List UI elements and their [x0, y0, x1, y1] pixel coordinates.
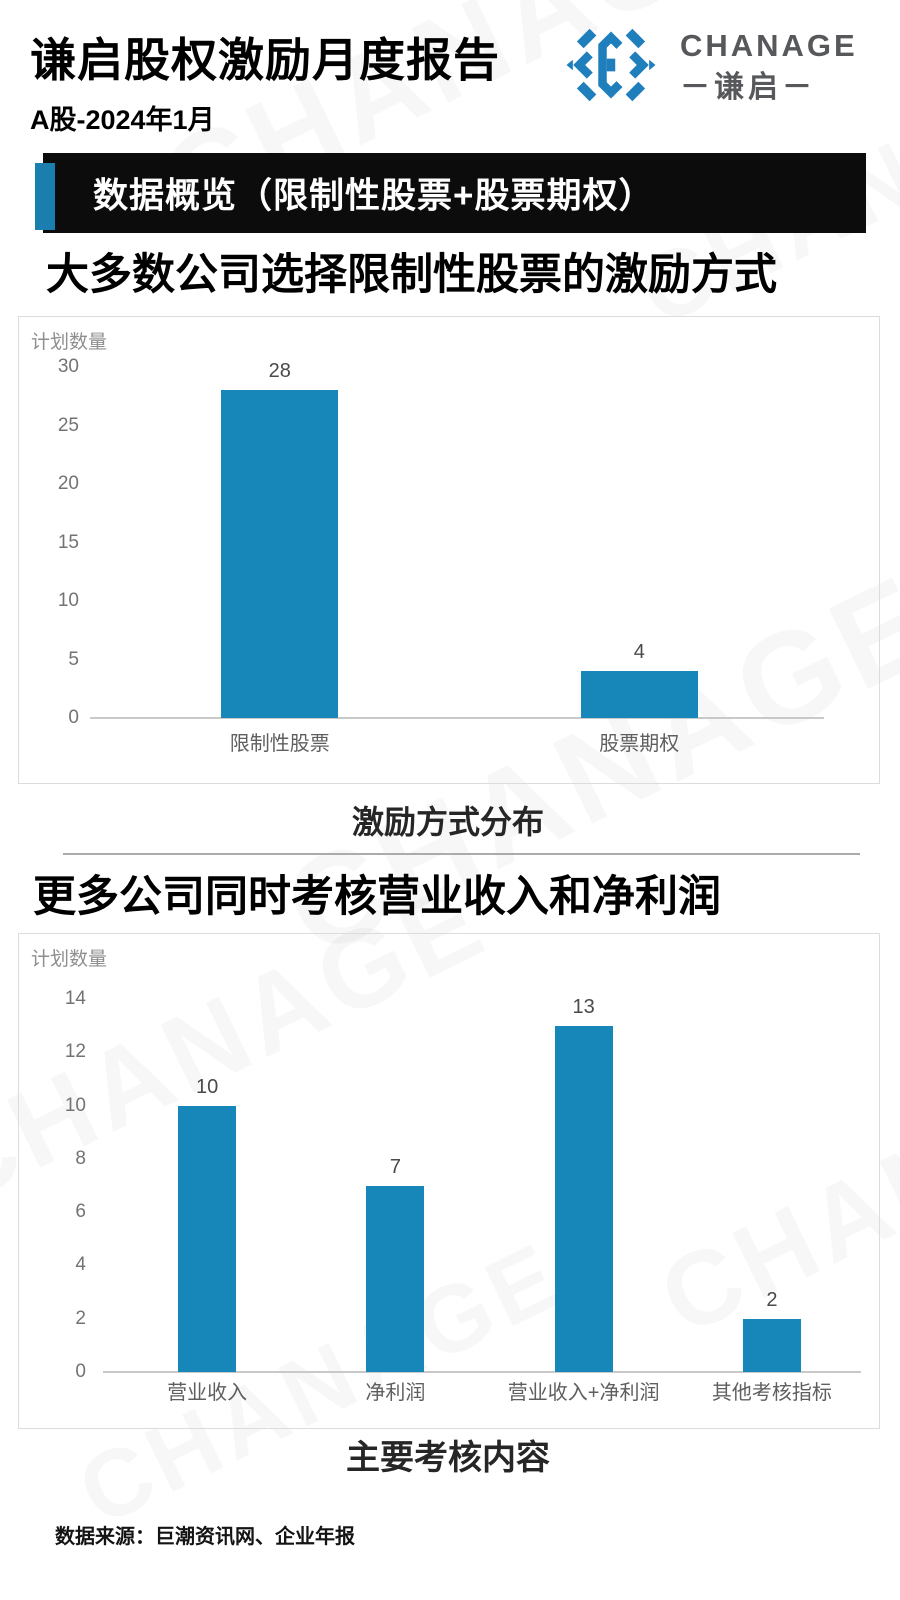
chart2-heading: 更多公司同时考核营业收入和净利润 [33, 873, 721, 921]
data-source-note: 数据来源：巨潮资讯网、企业年报 [55, 1526, 355, 1548]
x-category-label: 限制性股票 [229, 733, 330, 755]
chart1-caption: 激励方式分布 [351, 804, 544, 840]
chart1-plot-area: 计划数量 30 25 20 15 10 5 0 28 限制性股票 4 股票期权 [18, 316, 880, 784]
y-tick-label: 2 [75, 1307, 86, 1329]
y-tick-label: 6 [75, 1201, 86, 1223]
y-tick-label: 14 [64, 988, 86, 1009]
bar-value-label: 2 [766, 1288, 778, 1311]
section-divider [63, 853, 860, 855]
x-category-label: 股票期权 [599, 733, 680, 755]
x-category-label: 营业收入 [167, 1382, 248, 1404]
bar [221, 390, 339, 718]
x-category-label: 净利润 [365, 1382, 426, 1404]
y-tick-label: 0 [68, 707, 79, 728]
bar [178, 1105, 237, 1372]
chanage-diamond-icon [566, 28, 656, 102]
chart2-plot-area: 计划数量 14 12 10 8 6 4 2 0 10 营业收入 7 净利润 13 营业收入+净利润 2 其他考核… [18, 933, 880, 1429]
chart2-caption: 主要考核内容 [346, 1439, 550, 1477]
y-tick-label: 12 [64, 1041, 86, 1063]
bar-value-label: 13 [572, 995, 595, 1018]
section-banner-title: 数据概览（限制性股票+股票期权） [93, 176, 655, 216]
y-tick-label: 10 [57, 590, 79, 611]
y-tick-label: 8 [75, 1147, 86, 1169]
bar-value-label: 4 [633, 641, 645, 664]
bar [742, 1318, 801, 1372]
y-tick-label: 25 [57, 414, 79, 436]
page-subtitle: A股-2024年1月 [30, 105, 215, 135]
y-axis-title: 计划数量 [31, 949, 108, 970]
y-tick-label: 30 [57, 356, 79, 377]
bar-value-label: 28 [268, 360, 291, 383]
brand-text: CHANAGE －谦启－ [680, 12, 858, 103]
brand-logo: CHANAGE －谦启－ [558, 12, 858, 118]
brand-name: CHANAGE [680, 28, 858, 63]
bar-value-label: 10 [196, 1075, 219, 1098]
page-title: 谦启股权激励月度报告 [30, 34, 500, 86]
x-category-label: 其他考核指标 [711, 1382, 832, 1404]
x-axis-line [103, 1371, 861, 1373]
bar [580, 671, 698, 718]
y-tick-label: 20 [57, 473, 79, 494]
y-tick-label: 0 [75, 1361, 86, 1382]
y-tick-label: 10 [64, 1094, 86, 1116]
bar [366, 1185, 425, 1372]
bar [554, 1025, 613, 1372]
banner-accent-bar [35, 163, 55, 230]
brand-name-cn: －谦启－ [680, 71, 816, 104]
x-category-label: 营业收入+净利润 [507, 1382, 660, 1404]
y-tick-label: 4 [75, 1254, 86, 1276]
chart1-heading: 大多数公司选择限制性股票的激励方式 [46, 251, 777, 299]
section-banner: 数据概览（限制性股票+股票期权） [35, 153, 866, 233]
y-axis-title: 计划数量 [31, 332, 108, 353]
bar-value-label: 7 [389, 1155, 401, 1178]
x-axis-line [90, 717, 824, 719]
y-tick-label: 5 [68, 648, 79, 670]
y-tick-label: 15 [57, 531, 79, 553]
